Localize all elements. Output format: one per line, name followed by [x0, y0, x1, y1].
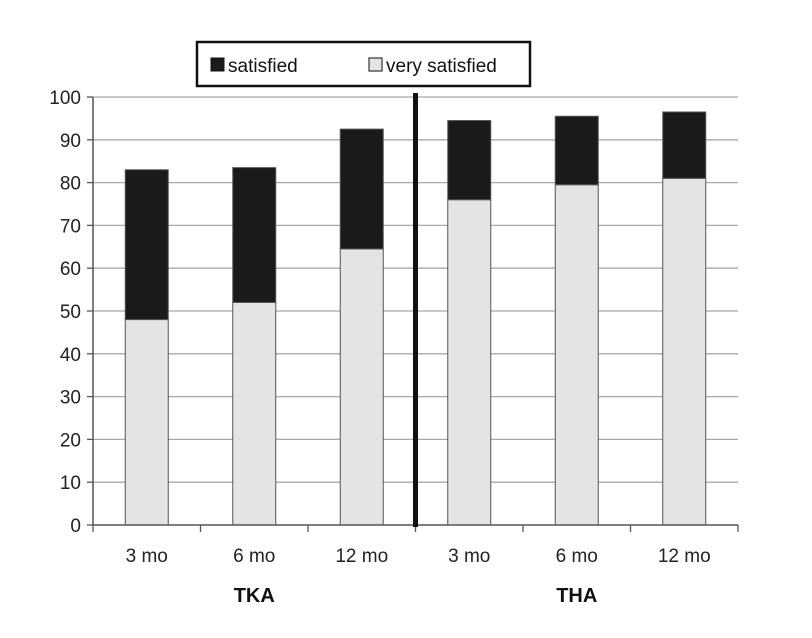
y-tick-label-90: 90: [60, 131, 81, 152]
x-tick-label-5: 6 mo: [556, 546, 598, 567]
legend-swatch-very-satisfied: [368, 57, 383, 72]
bar-satisfied-4: [447, 120, 492, 201]
y-tick-label-10: 10: [60, 473, 81, 494]
y-tick-label-40: 40: [60, 345, 81, 366]
bar-very-satisfied-6: [662, 177, 707, 526]
y-tick-label-20: 20: [60, 430, 81, 451]
legend-swatch-satisfied: [210, 57, 225, 72]
bar-satisfied-5: [554, 115, 599, 186]
legend-label-satisfied: satisfied: [228, 56, 298, 77]
legend-label-very-satisfied: very satisfied: [386, 56, 497, 77]
y-tick-label-60: 60: [60, 259, 81, 280]
bar-satisfied-2: [232, 167, 277, 303]
axes: [87, 93, 739, 532]
x-tick-label-3: 12 mo: [335, 546, 388, 567]
legend-box: [195, 40, 532, 88]
bar-satisfied-3: [339, 128, 384, 250]
bar-very-satisfied-5: [554, 184, 599, 526]
bar-satisfied-6: [662, 111, 707, 179]
axis-labels: 0 10 20 30 40 50 60 70 80 90 100 3 mo 6 mo 12 mo 3 mo 6…: [49, 88, 710, 607]
bar-very-satisfied-4: [447, 199, 492, 526]
y-tick-label-30: 30: [60, 388, 81, 409]
y-tick-label-80: 80: [60, 174, 81, 195]
group-label-tha: THA: [556, 585, 597, 607]
x-tick-label-2: 6 mo: [233, 546, 275, 567]
y-tick-label-70: 70: [60, 216, 81, 237]
x-tick-label-4: 3 mo: [448, 546, 490, 567]
bar-satisfied-1: [124, 169, 169, 321]
bar-very-satisfied-1: [124, 319, 169, 526]
y-tick-label-50: 50: [60, 302, 81, 323]
legend: satisfied very satisfied: [195, 40, 532, 88]
group-label-tka: TKA: [234, 585, 275, 607]
y-tick-label-0: 0: [70, 516, 81, 537]
x-tick-label-6: 12 mo: [658, 546, 711, 567]
x-tick-label-1: 3 mo: [126, 546, 168, 567]
bar-very-satisfied-3: [339, 248, 384, 526]
y-tick-label-100: 100: [49, 88, 81, 109]
bar-very-satisfied-2: [232, 301, 277, 526]
